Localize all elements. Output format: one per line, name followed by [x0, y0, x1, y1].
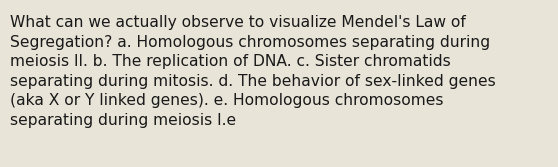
Text: What can we actually observe to visualize Mendel's Law of
Segregation? a. Homolo: What can we actually observe to visualiz… [10, 15, 496, 128]
